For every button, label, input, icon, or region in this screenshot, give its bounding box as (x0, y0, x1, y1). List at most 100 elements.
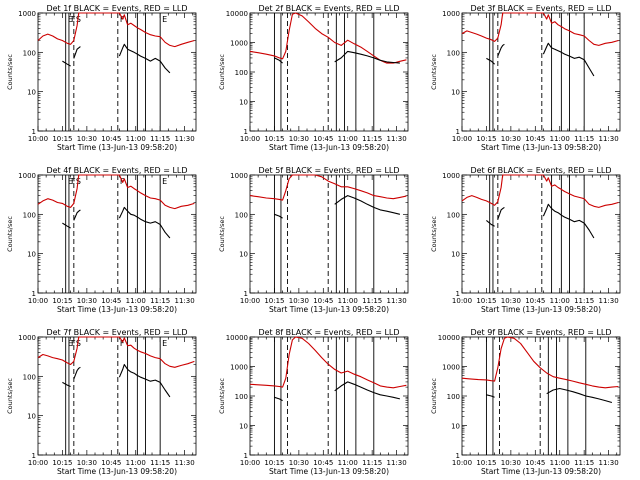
lld-series-line (249, 336, 407, 389)
x-tick-label: 10:15 (264, 135, 284, 143)
y-tick-label: 100 (23, 211, 36, 219)
x-tick-label: 10:00 (28, 459, 48, 467)
x-tick-label: 11:30 (175, 135, 195, 143)
y-tick-label: 10 (451, 89, 460, 97)
y-tick-label: 10000 (226, 10, 248, 18)
x-tick-label: 10:45 (101, 135, 121, 143)
x-axis-label: Start Time (13-Jun-13 09:58:20) (57, 467, 177, 476)
x-tick-label: 11:00 (550, 297, 570, 305)
y-axis-label: Counts/sec (218, 216, 226, 252)
x-tick-label: 11:30 (599, 135, 619, 143)
y-tick-label: 1000 (230, 40, 248, 48)
interval-marker-label: F (120, 15, 125, 24)
y-tick-label: 100 (23, 49, 36, 57)
detector-panel-1: Det 1f BLACK = Events, RED = LLD 1 10 100 10… (6, 4, 197, 152)
x-tick-label: 10:15 (264, 297, 284, 305)
interval-marker-label: F (71, 177, 76, 186)
y-tick-label: 10000 (438, 334, 460, 342)
y-tick-label: 1000 (442, 364, 460, 372)
y-tick-label: 1000 (230, 364, 248, 372)
x-tick-label: 10:30 (77, 135, 97, 143)
x-tick-label: 10:00 (28, 135, 48, 143)
events-series-line (62, 363, 171, 398)
lld-series-line (37, 336, 195, 368)
plot-frame (461, 174, 621, 294)
y-axis-label: Counts/sec (218, 54, 226, 90)
panel-title: Det 4f BLACK = Events, RED = LLD (46, 166, 187, 175)
x-tick-label: 10:45 (101, 297, 121, 305)
y-tick-label: 10000 (226, 334, 248, 342)
x-tick-label: 11:30 (599, 459, 619, 467)
x-tick-label: 10:45 (313, 459, 333, 467)
interval-marker-label: E (162, 177, 167, 186)
panel-title: Det 2f BLACK = Events, RED = LLD (258, 4, 399, 13)
lld-series-line (37, 174, 195, 210)
x-tick-label: 11:00 (338, 135, 358, 143)
y-tick-label: 10 (27, 89, 36, 97)
x-tick-label: 10:30 (77, 459, 97, 467)
x-tick-label: 10:45 (525, 135, 545, 143)
y-tick-label: 1000 (18, 10, 36, 18)
x-tick-label: 11:15 (362, 459, 382, 467)
interval-marker-label: F (71, 339, 76, 348)
x-tick-label: 11:15 (362, 135, 382, 143)
x-tick-label: 11:15 (362, 297, 382, 305)
lld-series-line (461, 336, 619, 389)
x-tick-label: 10:00 (240, 459, 260, 467)
y-tick-label: 100 (235, 211, 248, 219)
plot-frame (37, 336, 197, 456)
x-tick-label: 10:15 (476, 459, 496, 467)
lld-series-line (249, 174, 407, 201)
y-tick-label: 1 (32, 452, 36, 460)
y-tick-label: 1 (32, 290, 36, 298)
plot-frame (249, 174, 409, 294)
x-axis-label: Start Time (13-Jun-13 09:58:20) (481, 143, 601, 152)
y-axis-label: Counts/sec (430, 216, 438, 252)
x-tick-label: 10:45 (525, 459, 545, 467)
x-tick-label: 11:15 (150, 459, 170, 467)
x-tick-label: 10:00 (452, 459, 472, 467)
x-tick-label: 10:00 (452, 135, 472, 143)
interval-marker-label: E (68, 15, 73, 24)
plot-frame (37, 174, 197, 294)
x-tick-label: 11:00 (338, 297, 358, 305)
x-tick-label: 10:15 (52, 297, 72, 305)
x-tick-label: 10:45 (101, 459, 121, 467)
events-series-line (62, 43, 171, 74)
lld-series-line (37, 12, 195, 48)
detector-panel-9: Det 9f BLACK = Events, RED = LLD 1 10 100 10… (430, 328, 621, 476)
y-tick-label: 100 (447, 393, 460, 401)
x-tick-label: 11:15 (574, 135, 594, 143)
x-tick-label: 11:30 (599, 297, 619, 305)
x-tick-label: 10:45 (313, 135, 333, 143)
x-tick-label: 10:00 (240, 297, 260, 305)
x-tick-label: 11:30 (387, 297, 407, 305)
x-tick-label: 10:15 (52, 135, 72, 143)
panel-title: Det 3f BLACK = Events, RED = LLD (470, 4, 611, 13)
panel-title: Det 7f BLACK = Events, RED = LLD (46, 328, 187, 337)
panel-title: Det 8f BLACK = Events, RED = LLD (258, 328, 399, 337)
y-tick-label: 10 (451, 423, 460, 431)
y-axis-label: Counts/sec (6, 216, 14, 252)
x-tick-label: 10:00 (240, 135, 260, 143)
lld-series-line (249, 12, 407, 64)
x-axis-label: Start Time (13-Jun-13 09:58:20) (269, 143, 389, 152)
x-tick-label: 10:15 (52, 459, 72, 467)
x-tick-label: 10:15 (476, 135, 496, 143)
x-tick-label: 11:00 (338, 459, 358, 467)
lld-series-line (461, 174, 619, 208)
y-axis-label: Counts/sec (6, 54, 14, 90)
y-tick-label: 1 (456, 128, 460, 136)
x-tick-label: 10:00 (452, 297, 472, 305)
x-tick-label: 10:15 (476, 297, 496, 305)
y-tick-label: 1 (456, 452, 460, 460)
events-series-line (486, 203, 595, 239)
lld-series-line (461, 12, 619, 46)
plot-frame (461, 12, 621, 132)
y-axis-label: Counts/sec (6, 378, 14, 414)
y-tick-label: 100 (447, 49, 460, 57)
interval-marker-label: E (162, 339, 167, 348)
x-tick-label: 11:30 (175, 459, 195, 467)
panel-title: Det 6f BLACK = Events, RED = LLD (470, 166, 611, 175)
